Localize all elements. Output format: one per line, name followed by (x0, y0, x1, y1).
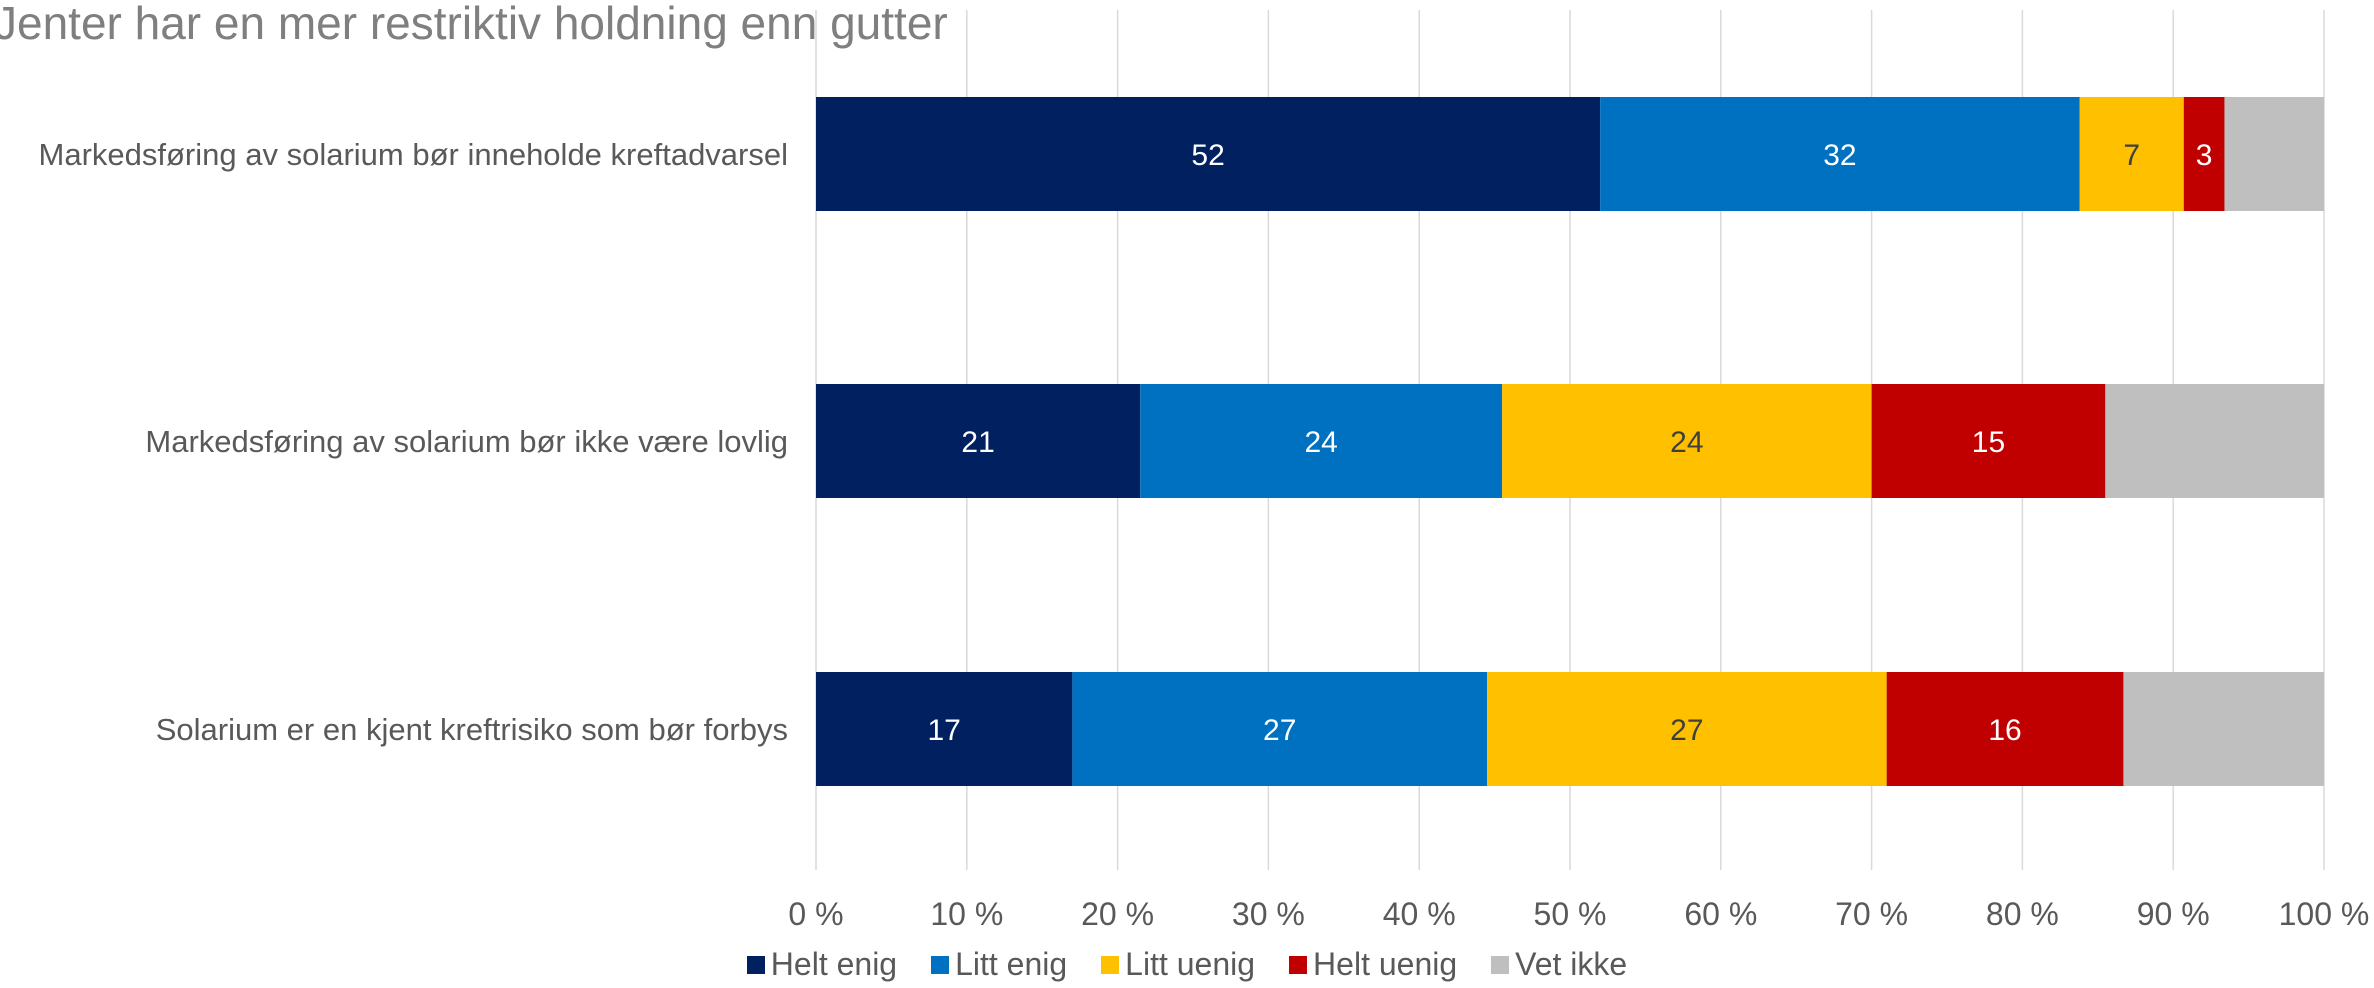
category-label: Markedsføring av solarium bør inneholde … (39, 137, 788, 172)
x-tick-label: 80 % (1986, 896, 2059, 932)
bar-litt-uenig (1487, 672, 1887, 786)
category-label: Solarium er en kjent kreftrisiko som bør… (156, 712, 788, 747)
data-label: 52 (1191, 139, 1224, 172)
data-label: 3 (2196, 139, 2213, 172)
bar-litt-enig (1072, 672, 1488, 786)
x-tick-label: 100 % (2279, 896, 2370, 932)
bar-vet-ikke (2224, 97, 2324, 211)
x-tick-label: 10 % (930, 896, 1003, 932)
legend-label: Litt uenig (1125, 946, 1256, 982)
bar-litt-uenig (1502, 384, 1872, 498)
data-label: 7 (2123, 139, 2140, 172)
legend-item-vet-ikke: Vet ikke (1491, 946, 1627, 983)
x-tick-label: 0 % (788, 896, 843, 932)
legend-label: Helt uenig (1313, 946, 1458, 982)
legend-swatch (1289, 955, 1308, 974)
data-label: 16 (1988, 714, 2021, 747)
bar-vet-ikke (2123, 672, 2324, 786)
bar-helt-enig (816, 672, 1073, 786)
bar-helt-uenig (1871, 384, 2106, 498)
x-tick-label: 90 % (2137, 896, 2210, 932)
legend-label: Litt enig (955, 946, 1068, 982)
legend-item-litt-enig: Litt enig (931, 946, 1067, 983)
data-label: 24 (1304, 426, 1337, 459)
bar-vet-ikke (2105, 384, 2324, 498)
bar-helt-uenig (2183, 97, 2225, 211)
legend-swatch (1491, 955, 1510, 974)
chart-title: Jenter har en mer restriktiv holdning en… (0, 0, 948, 49)
x-tick-label: 60 % (1684, 896, 1757, 932)
legend-swatch (746, 955, 765, 974)
legend-item-litt-uenig: Litt uenig (1101, 946, 1255, 983)
data-label: 15 (1972, 426, 2005, 459)
x-tick-label: 50 % (1534, 896, 1607, 932)
data-label: 24 (1670, 426, 1703, 459)
bar-helt-uenig (1886, 672, 2124, 786)
x-tick-label: 30 % (1232, 896, 1305, 932)
legend-item-helt-uenig: Helt uenig (1289, 946, 1457, 983)
legend: Helt enig Litt enig Litt uenig Helt uenig Ve… (0, 946, 2374, 983)
data-label: 21 (961, 426, 994, 459)
legend-item-helt-enig: Helt enig (746, 946, 898, 983)
legend-label: Vet ikke (1515, 946, 1628, 982)
data-label: 27 (1670, 714, 1703, 747)
legend-label: Helt enig (770, 946, 898, 982)
bar-helt-enig (816, 97, 1601, 211)
legend-swatch (1101, 955, 1120, 974)
data-label: 17 (927, 714, 960, 747)
bar-litt-uenig (2079, 97, 2184, 211)
category-label: Markedsføring av solarium bør ikke være … (145, 424, 788, 459)
bar-litt-enig (1140, 384, 1503, 498)
x-tick-label: 40 % (1383, 896, 1456, 932)
x-tick-label: 70 % (1835, 896, 1908, 932)
data-label: 32 (1823, 139, 1856, 172)
x-tick-label: 20 % (1081, 896, 1154, 932)
bar-litt-enig (1600, 97, 2080, 211)
bar-helt-enig (816, 384, 1141, 498)
legend-swatch (931, 955, 950, 974)
data-label: 27 (1263, 714, 1296, 747)
